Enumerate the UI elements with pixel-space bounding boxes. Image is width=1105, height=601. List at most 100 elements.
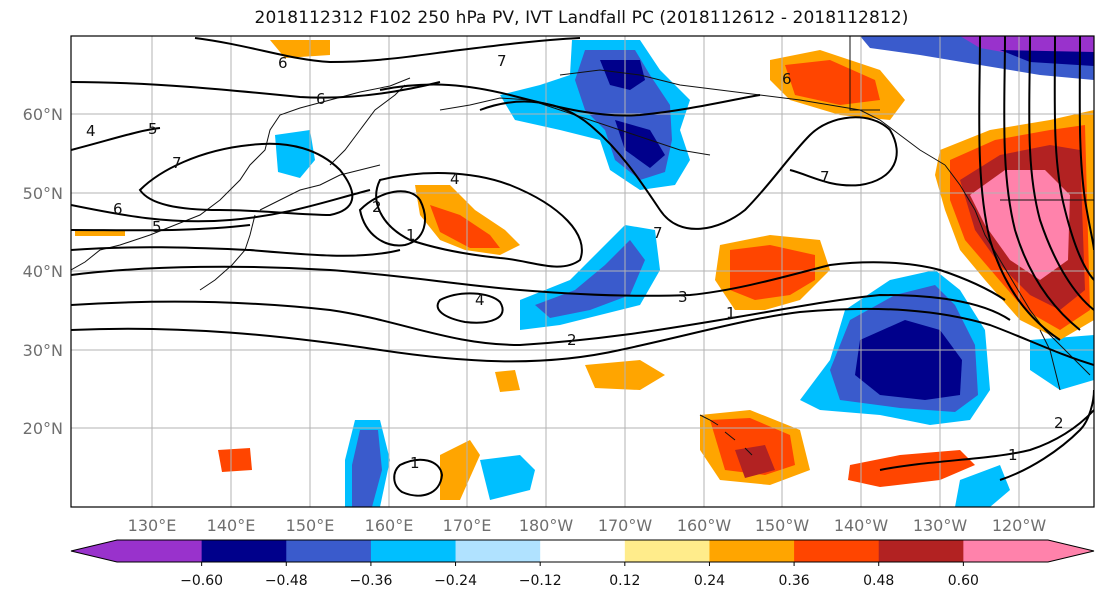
coastline-japan <box>199 214 256 291</box>
contour-4-small <box>436 292 504 324</box>
colorbar-tick-label: 0.60 <box>948 573 979 589</box>
coastline-canada-border <box>849 36 1094 201</box>
warm-region-dot-2 <box>218 448 252 472</box>
contour-label: 7 <box>172 154 182 172</box>
blue-region-central-inner <box>535 240 645 318</box>
contour-steep-5 <box>1078 36 1094 251</box>
coastline-hawaii <box>699 414 753 456</box>
colorbar-segment <box>117 540 203 562</box>
colorbar-segment <box>794 540 880 562</box>
colorbar-tick-label: −0.36 <box>349 573 392 589</box>
lat-label: 60°N <box>23 105 63 124</box>
longitude-labels: 130°E 140°E 150°E 160°E 170°E 180°W 170°… <box>128 516 1047 535</box>
positive-anomaly-fills <box>75 40 1094 500</box>
map-title: 2018112312 F102 250 hPa PV, IVT Landfall… <box>254 8 909 28</box>
lat-label: 30°N <box>23 341 63 360</box>
contour-label: 7 <box>653 224 663 242</box>
contour-5-band <box>71 224 251 232</box>
pv-contours <box>71 36 1094 497</box>
contour-label: 5 <box>148 120 158 138</box>
contour-label: 2 <box>1054 414 1064 432</box>
navy-region-arctic <box>1000 50 1094 66</box>
contour-label: 1 <box>1008 446 1018 464</box>
contour-label: 4 <box>450 170 460 188</box>
contour-label: 1 <box>410 454 420 472</box>
warm-region-hawaii-2 <box>710 418 795 475</box>
coastline-baja <box>1039 329 1061 391</box>
lon-label: 130°E <box>128 516 177 535</box>
contour-labels: 6 7 6 5 4 7 6 5 4 2 1 4 7 3 2 1 7 6 1 2 … <box>86 52 1064 472</box>
contour-2-ring <box>358 190 426 247</box>
contour-4-ring <box>375 172 583 268</box>
contour-7-alaska <box>479 100 898 230</box>
contour-label: 4 <box>86 122 96 140</box>
warm-region-westcoast-4 <box>970 170 1070 280</box>
warm-region-subtrop-2 <box>848 450 975 487</box>
lon-label: 140°E <box>207 516 256 535</box>
navy-region-alaska <box>600 60 645 90</box>
colorbar-segment <box>455 540 541 562</box>
contour-label: 5 <box>152 218 162 236</box>
contour-steep-3 <box>1028 36 1094 311</box>
warm-region-south-streak <box>440 440 480 500</box>
contour-2-band <box>71 293 1011 347</box>
coastline-kurils <box>259 164 381 211</box>
contour-label: 7 <box>497 52 507 70</box>
colorbar-tick-label: 0.24 <box>694 573 725 589</box>
map-frame <box>70 35 1095 508</box>
warm-region-hawaii-3 <box>735 445 775 478</box>
contour-steep-2 <box>1003 36 1081 331</box>
colorbar-tick-label: −0.12 <box>519 573 562 589</box>
lat-label: 50°N <box>23 184 63 203</box>
colorbar-tick-label: 0.12 <box>609 573 640 589</box>
navy-region-east-subtropics <box>855 320 962 400</box>
colorbar-extend-high <box>1048 540 1094 562</box>
warm-region-dot-1 <box>495 370 520 392</box>
lon-label: 150°E <box>286 516 335 535</box>
coastline-alaska <box>559 69 946 166</box>
contour-6-north <box>194 37 581 64</box>
contour-7-north-arc <box>379 83 761 117</box>
contour-label: 3 <box>678 288 688 306</box>
colorbar-segments <box>71 540 1094 562</box>
blue-region-south-2 <box>480 455 535 500</box>
colorbar-tick-label: −0.24 <box>434 573 477 589</box>
colorbar-segment <box>201 540 287 562</box>
colorbar-tick-label: −0.48 <box>265 573 308 589</box>
contour-steep-4 <box>1053 36 1094 281</box>
coastline-na-west <box>944 164 1091 376</box>
contour-5-west <box>71 127 161 151</box>
blue-region-sw-corner <box>955 465 1010 507</box>
lon-label: 120°W <box>992 516 1047 535</box>
contour-label: 7 <box>820 168 830 186</box>
contour-steep-1 <box>978 36 1061 341</box>
contour-6-band <box>71 189 371 223</box>
warm-region-westpacific-2 <box>430 205 500 248</box>
colorbar: −0.60 −0.48 −0.36 −0.24 −0.12 0.12 0.24 0.36 0.4… <box>70 539 1095 589</box>
blue-region-south-1-inner <box>352 430 382 507</box>
contour-2-lower <box>999 389 1094 481</box>
contour-label: 4 <box>475 291 485 309</box>
lon-label: 150°W <box>755 516 810 535</box>
colorbar-tick-label: 0.36 <box>779 573 810 589</box>
contour-label: 2 <box>567 331 577 349</box>
lon-label: 180°W <box>519 516 574 535</box>
warm-region-alaska-2 <box>785 60 880 105</box>
contour-1-band <box>71 307 1094 366</box>
contour-4-band <box>71 246 401 257</box>
contour-label: 2 <box>372 198 382 216</box>
lon-label: 160°W <box>677 516 732 535</box>
colorbar-extend-low <box>71 540 117 562</box>
contour-1-lower <box>879 409 1094 471</box>
coastline-kamchatka <box>329 84 406 166</box>
contour-label: 6 <box>278 54 288 72</box>
lat-label: 40°N <box>23 262 63 281</box>
coastline-asia <box>71 77 411 271</box>
contour-6-west <box>71 81 441 99</box>
colorbar-ticks: −0.60 −0.48 −0.36 −0.24 −0.12 0.12 0.24 0.36 0.4… <box>180 562 979 589</box>
colorbar-segment <box>963 540 1049 562</box>
lon-label: 170°E <box>443 516 492 535</box>
contour-label: 6 <box>316 90 326 108</box>
colorbar-segment <box>286 540 372 562</box>
